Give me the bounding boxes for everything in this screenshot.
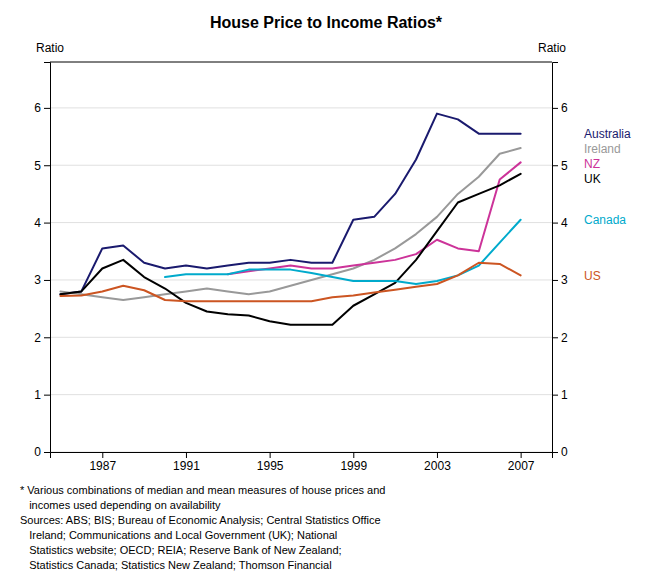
series-label: Ireland (584, 142, 621, 156)
axis-line (44, 63, 51, 453)
tick-label: 3 (34, 273, 41, 287)
tick: 1999 (340, 452, 367, 473)
tick-mark (353, 452, 354, 458)
tick-label: 2003 (424, 459, 451, 473)
series-label: Canada (584, 213, 626, 227)
footnote-line: Statistics website; OECD; REIA; Reserve … (20, 544, 342, 556)
tick-mark (437, 452, 438, 458)
footnote-line: * Various combinations of median and mea… (20, 484, 385, 496)
tick-label: 1 (34, 388, 41, 402)
tick-label: 1999 (340, 459, 367, 473)
tick: 3 (552, 273, 568, 287)
grid-line (50, 337, 552, 338)
tick-label: 0 (561, 445, 568, 459)
tick: 1 (552, 388, 568, 402)
tick-label: 2 (561, 331, 568, 345)
tick-label: 2007 (508, 459, 535, 473)
y2-axis: 0 1 2 3 4 5 6 (552, 63, 568, 460)
tick-mark (44, 108, 50, 109)
x-axis: 1987 1991 1995 1999 2003 2007 (51, 452, 553, 473)
tick-mark (552, 223, 558, 224)
tick-mark (270, 452, 271, 458)
y-axis-label: Ratio (36, 41, 64, 55)
tick: 6 (34, 101, 50, 115)
tick-mark (44, 452, 50, 453)
grid-line (50, 165, 552, 166)
axis-line (553, 63, 559, 453)
tick-label: 1 (561, 388, 568, 402)
tick: 0 (552, 445, 568, 459)
line (60, 114, 520, 295)
footnote-line: Sources: ABS; BIS; Bureau of Economic An… (20, 514, 381, 526)
line (228, 162, 521, 274)
tick-label: 4 (561, 216, 568, 230)
tick-mark (552, 452, 558, 453)
grid-line (50, 279, 552, 280)
tick-mark (521, 452, 522, 458)
tick: 2003 (424, 452, 451, 473)
tick-mark (552, 108, 558, 109)
line (60, 263, 520, 301)
y-axis: 0 1 2 3 4 5 6 (34, 63, 50, 460)
grid-line (50, 107, 552, 108)
grid-line (50, 222, 552, 223)
tick-label: 6 (34, 101, 41, 115)
tick-label: 4 (34, 216, 41, 230)
series-label: Australia (584, 127, 631, 141)
y2-axis-label: Ratio (538, 41, 566, 55)
tick-label: 2 (34, 331, 41, 345)
tick-label: 1991 (173, 459, 200, 473)
tick: 2 (552, 331, 568, 345)
series-label: US (584, 269, 601, 283)
tick: 0 (34, 445, 50, 459)
grid-line (50, 394, 552, 395)
tick: 4 (552, 216, 568, 230)
series-label: NZ (584, 157, 600, 171)
tick-mark (186, 452, 187, 458)
tick: 1995 (257, 452, 284, 473)
plot: 1987 1991 1995 1999 2003 2007 0 1 2 3 4 5 6 0 1 2 3 4 5 6 Ra… (34, 41, 631, 473)
title: House Price to Income Ratios* (210, 14, 443, 31)
footnote-line: Statistics Canada; Statistics New Zealan… (20, 559, 332, 571)
tick-label: 1987 (89, 459, 116, 473)
axis-line (51, 453, 553, 459)
tick-mark (44, 223, 50, 224)
footnote-line: Ireland; Communications and Local Govern… (20, 529, 337, 541)
chart: 1987 1991 1995 1999 2003 2007 0 1 2 3 4 5 6 0 1 2 3 4 5 6 Ra… (0, 0, 652, 584)
tick: 5 (552, 159, 568, 173)
footnote-line: incomes used depending on availability (20, 499, 221, 511)
tick-mark (552, 280, 558, 281)
tick: 1 (34, 388, 50, 402)
tick-label: 5 (561, 159, 568, 173)
lines (60, 114, 520, 325)
line (60, 174, 520, 325)
tick-mark (44, 165, 50, 166)
tick-label: 3 (561, 273, 568, 287)
tick-mark (552, 395, 558, 396)
line (165, 220, 521, 284)
series-labels: AustraliaIrelandNZUK Canada US (584, 127, 631, 283)
tick-mark (102, 452, 103, 458)
grid (50, 108, 552, 452)
tick: 2007 (508, 452, 535, 473)
tick: 1991 (173, 452, 200, 473)
tick-mark (44, 395, 50, 396)
tick: 1987 (89, 452, 116, 473)
footnote: * Various combinations of median and mea… (20, 484, 385, 571)
tick: 4 (34, 216, 50, 230)
tick: 6 (552, 101, 568, 115)
frame (50, 62, 552, 63)
tick-mark (552, 337, 558, 338)
tick-mark (44, 337, 50, 338)
tick-mark (44, 280, 50, 281)
tick-label: 0 (34, 445, 41, 459)
tick: 2 (34, 331, 50, 345)
tick-label: 6 (561, 101, 568, 115)
series-label: UK (584, 172, 601, 186)
tick-mark (552, 165, 558, 166)
tick: 3 (34, 273, 50, 287)
tick-label: 5 (34, 159, 41, 173)
tick: 5 (34, 159, 50, 173)
tick-label: 1995 (257, 459, 284, 473)
